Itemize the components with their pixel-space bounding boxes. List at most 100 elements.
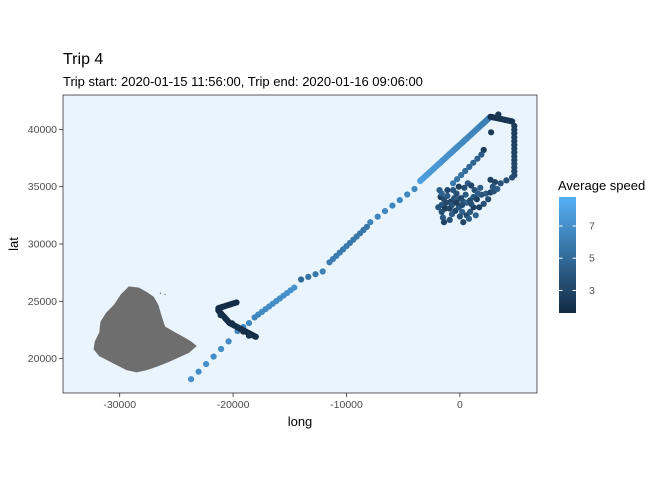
- data-point: [454, 176, 461, 183]
- data-point: [446, 205, 453, 212]
- data-point: [411, 185, 418, 193]
- data-point: [495, 111, 502, 118]
- legend-title: Average speed: [558, 178, 645, 193]
- data-point: [195, 368, 202, 375]
- data-point: [444, 192, 451, 199]
- x-tick-label: -20000: [217, 399, 250, 411]
- data-point: [203, 361, 210, 368]
- legend-tick-label: 5: [589, 253, 595, 265]
- data-point: [497, 180, 504, 187]
- data-point: [460, 219, 467, 226]
- data-point: [225, 338, 232, 345]
- y-axis: 20000 25000 30000 35000 40000: [28, 124, 63, 365]
- data-point: [218, 345, 225, 353]
- x-axis: -30000 -20000 -10000 0: [103, 393, 463, 411]
- data-point: [363, 223, 370, 230]
- data-point: [485, 196, 492, 203]
- data-point: [480, 146, 487, 154]
- data-point: [381, 208, 389, 215]
- data-point: [465, 215, 473, 222]
- data-point: [462, 191, 469, 198]
- data-point: [458, 172, 465, 179]
- data-point: [223, 316, 230, 323]
- island-speckle: [164, 293, 166, 296]
- data-point: [503, 177, 510, 184]
- island-shape: [93, 286, 197, 373]
- legend-ticks: 3 5 7: [559, 221, 595, 297]
- data-point: [455, 183, 462, 190]
- land-layer: [93, 286, 197, 373]
- data-point: [453, 199, 460, 206]
- x-tick-label: -30000: [103, 399, 136, 411]
- data-point: [440, 219, 448, 226]
- data-point: [508, 174, 516, 181]
- data-point: [477, 184, 484, 191]
- data-point: [480, 200, 487, 207]
- data-point: [488, 129, 495, 136]
- data-point: [228, 320, 236, 327]
- island-speckle: [159, 292, 162, 294]
- data-point: [462, 167, 469, 175]
- y-tick-label: 30000: [28, 239, 57, 251]
- data-point: [217, 312, 224, 319]
- data-point: [472, 212, 479, 219]
- data-point: [188, 376, 195, 383]
- y-axis-title: lat: [6, 237, 21, 251]
- chart-subtitle: Trip start: 2020-01-15 11:56:00, Trip en…: [63, 74, 423, 89]
- color-legend: Average speed 3 5 7: [558, 178, 645, 313]
- data-point: [404, 191, 411, 198]
- data-point: [396, 197, 403, 204]
- data-point: [435, 204, 442, 211]
- data-point: [468, 200, 475, 207]
- y-tick-label: 25000: [28, 296, 57, 308]
- y-tick-label: 35000: [28, 181, 57, 193]
- colorbar: [559, 197, 576, 313]
- data-points: [188, 111, 518, 383]
- data-point: [436, 187, 443, 194]
- data-point: [438, 208, 445, 215]
- chart-title: Trip 4: [63, 51, 103, 68]
- data-point: [468, 182, 475, 189]
- data-point: [234, 324, 241, 331]
- data-point: [459, 208, 466, 215]
- data-point: [443, 199, 450, 206]
- data-point: [389, 202, 396, 209]
- data-point: [470, 159, 477, 166]
- x-tick-label: 0: [457, 399, 463, 411]
- data-point: [489, 183, 496, 190]
- x-tick-label: -10000: [330, 399, 363, 411]
- y-tick-label: 20000: [28, 353, 57, 365]
- data-point: [210, 353, 217, 360]
- x-axis-title: long: [288, 414, 313, 429]
- data-point: [474, 155, 481, 162]
- data-point: [453, 190, 460, 197]
- legend-tick-label: 3: [589, 285, 595, 297]
- data-point: [461, 184, 468, 191]
- data-point: [456, 213, 463, 220]
- data-point: [374, 213, 381, 220]
- data-point: [478, 151, 485, 158]
- data-point: [233, 299, 240, 306]
- data-point: [466, 163, 473, 170]
- y-tick-label: 40000: [28, 124, 57, 136]
- data-point: [245, 320, 253, 327]
- data-point: [446, 216, 453, 223]
- data-point: [474, 190, 482, 197]
- data-point: [367, 219, 374, 226]
- data-point: [459, 201, 466, 209]
- data-point: [467, 208, 474, 215]
- data-point: [305, 273, 312, 280]
- data-point: [444, 187, 451, 194]
- data-point: [319, 268, 326, 275]
- legend-tick-label: 7: [589, 221, 595, 233]
- data-point: [312, 271, 319, 278]
- data-point: [245, 332, 253, 339]
- data-point: [473, 196, 480, 203]
- data-point: [298, 276, 305, 283]
- data-point: [450, 180, 457, 187]
- data-point: [476, 204, 483, 211]
- data-point: [487, 176, 494, 183]
- data-point: [240, 328, 247, 335]
- data-point: [291, 284, 298, 291]
